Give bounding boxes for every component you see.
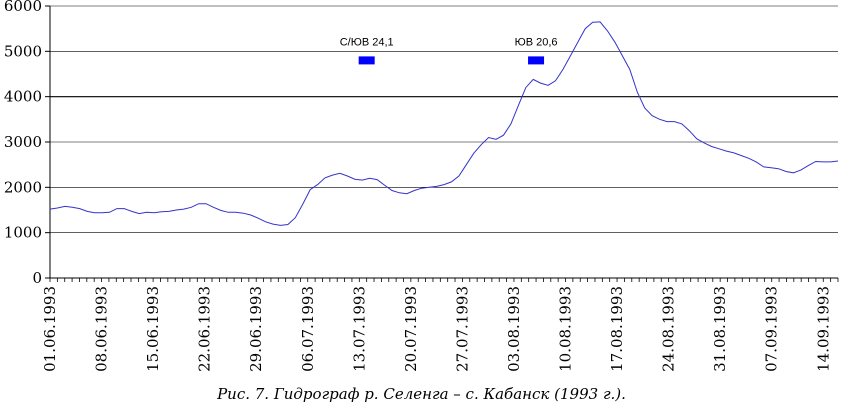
x-tick-label: 17.08.1993 [608,286,626,372]
x-tick-label: 22.06.1993 [196,286,214,372]
x-tick-label: 08.06.1993 [93,286,111,372]
y-tick-label-6000: 6000 [4,0,42,15]
x-tick-label: 27.07.1993 [453,286,471,372]
x-tick-label: 06.07.1993 [299,286,317,372]
annotation-label-0: С/ЮВ 24,1 [340,36,394,48]
y-tick-label-2000: 2000 [4,178,42,196]
series-line-0 [49,21,839,226]
y-tick-label-5000: 5000 [4,42,42,60]
y-tick-labels: 0 1000 2000 3000 4000 5000 6000 [4,0,42,287]
series-group [49,21,839,226]
gridlines [50,5,838,233]
annotation-label-1: ЮВ 20,6 [515,36,558,48]
x-tick-label: 14.09.1993 [814,286,832,372]
x-tick-label: 31.08.1993 [711,286,729,372]
x-tick-label: 24.08.1993 [660,286,678,372]
hydrograph-chart: 0 1000 2000 3000 4000 5000 6000 01.06.1993 08.0… [4,0,839,372]
annotation-marker-0 [358,56,375,65]
x-tick-label: 10.08.1993 [557,286,575,372]
figure-caption: Рис. 7. Гидрограф р. Селенга – с. Кабанс… [217,385,626,403]
annotation-marker-1 [528,56,545,65]
x-tick-label: 07.09.1993 [763,286,781,372]
y-tick-label-0: 0 [32,269,42,287]
y-tick-label-3000: 3000 [4,133,42,151]
x-tick-labels: 01.06.1993 08.06.1993 15.06.1993 22.06.1993… [41,286,832,372]
x-tick-label: 20.07.1993 [402,286,420,372]
y-tick-label-4000: 4000 [4,88,42,106]
x-tick-label: 01.06.1993 [41,286,59,372]
x-tick-label: 03.08.1993 [505,286,523,372]
y-tick-label-1000: 1000 [4,224,42,242]
axes [45,5,839,282]
x-tick-label: 29.06.1993 [247,286,265,372]
x-tick-label: 15.06.1993 [144,286,162,372]
x-tick-label: 13.07.1993 [350,286,368,372]
annotations: С/ЮВ 24,1 ЮВ 20,6 [340,36,558,65]
